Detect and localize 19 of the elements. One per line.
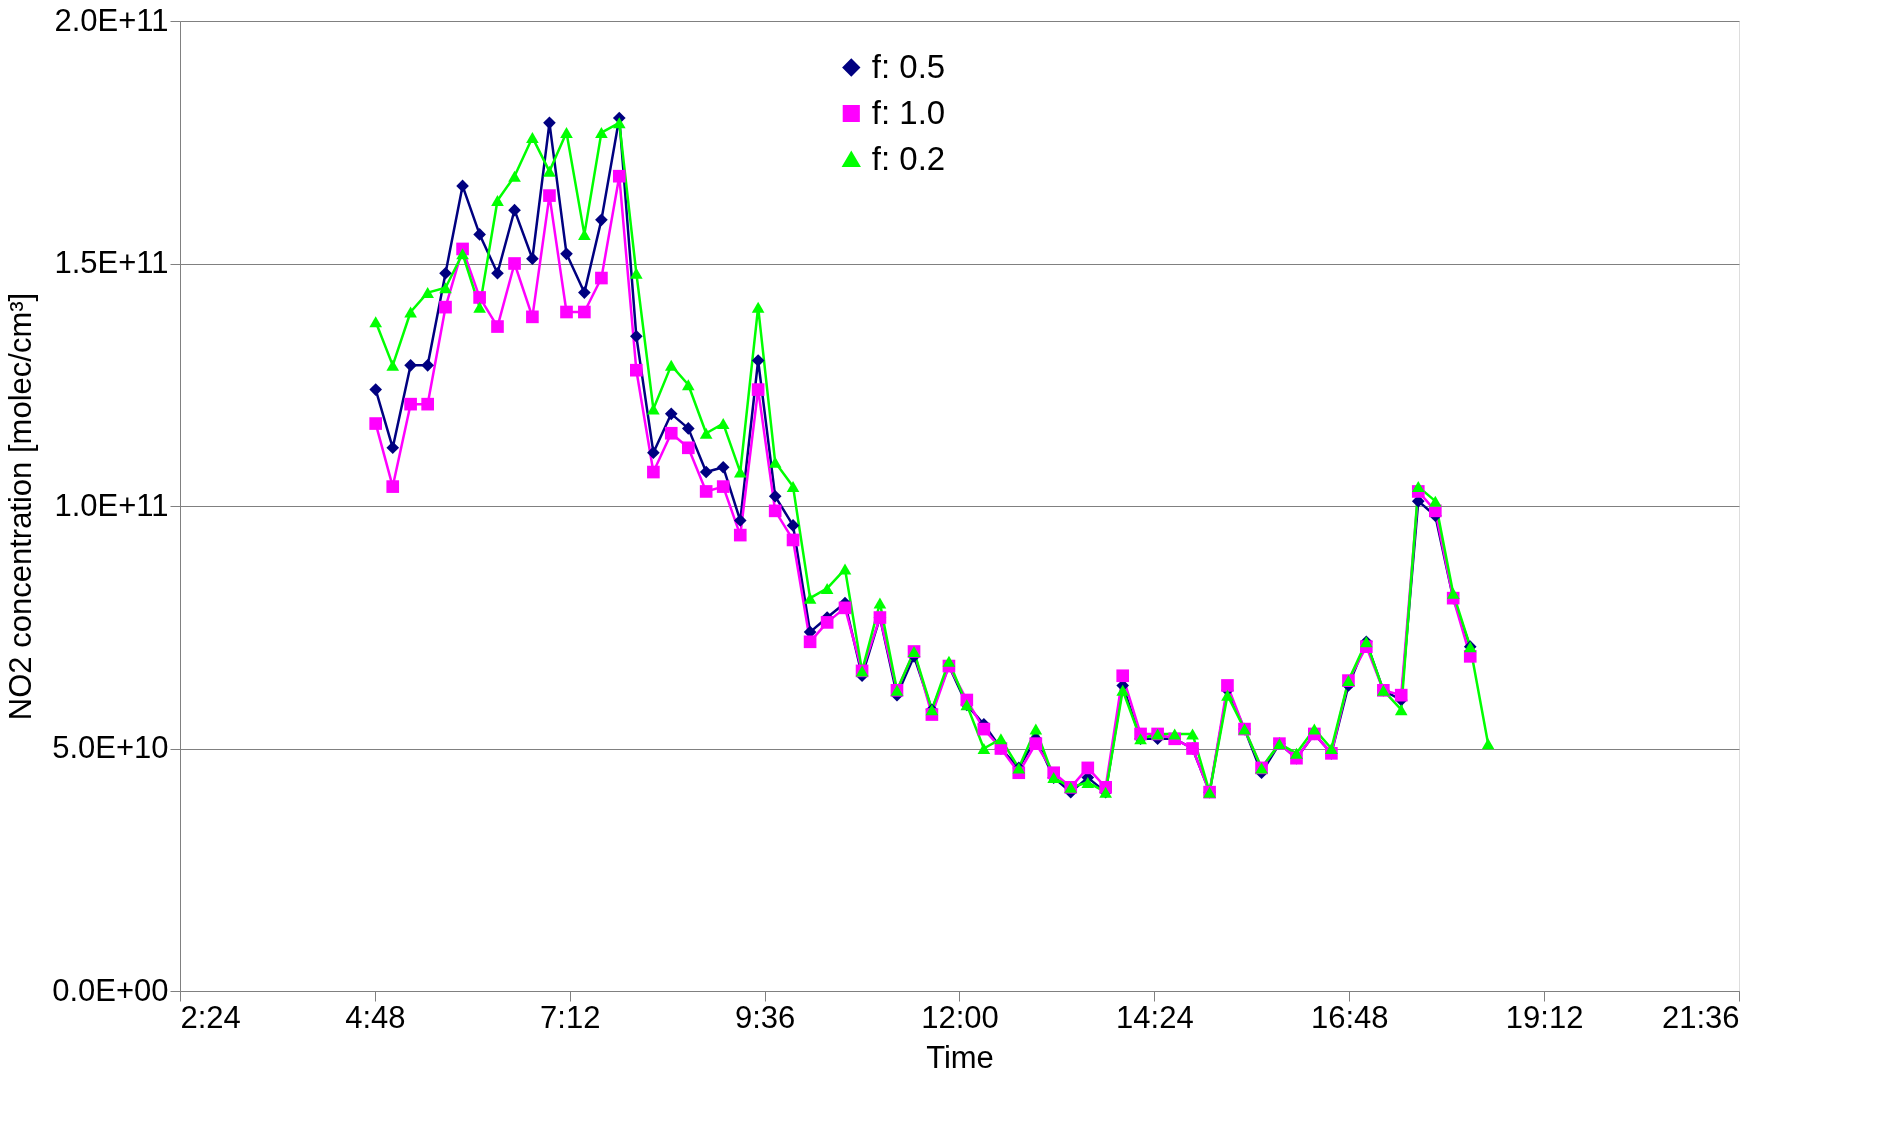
x-tick-label: 12:00 xyxy=(921,999,999,1035)
y-tick-label: 1.5E+11 xyxy=(54,245,169,280)
y-tick-label: 2.0E+11 xyxy=(54,2,169,38)
y-tick-label: 0.0E+00 xyxy=(52,972,169,1008)
x-tick-label: 2:24 xyxy=(180,999,241,1035)
x-tick-label: 21:36 xyxy=(1661,999,1740,1035)
x-tick-label: 16:48 xyxy=(1310,999,1389,1035)
x-tick-label: 4:48 xyxy=(345,999,406,1035)
legend-label: f: 0.5 xyxy=(871,47,946,85)
x-tick-label: 9:36 xyxy=(734,999,796,1035)
legend-label: f: 1.0 xyxy=(871,93,946,131)
x-tick-label: 14:24 xyxy=(1116,999,1194,1035)
y-axis-title: NO2 concentration [molec/cm³] xyxy=(3,292,39,721)
y-tick-label: 1.0E+11 xyxy=(54,487,169,523)
x-axis-title: Time xyxy=(926,1039,994,1075)
x-tick-label: 19:12 xyxy=(1505,999,1584,1035)
x-tick-label: 7:12 xyxy=(540,999,601,1035)
y-tick-label: 5.0E+10 xyxy=(52,730,169,765)
legend-label: f: 0.2 xyxy=(871,139,946,177)
